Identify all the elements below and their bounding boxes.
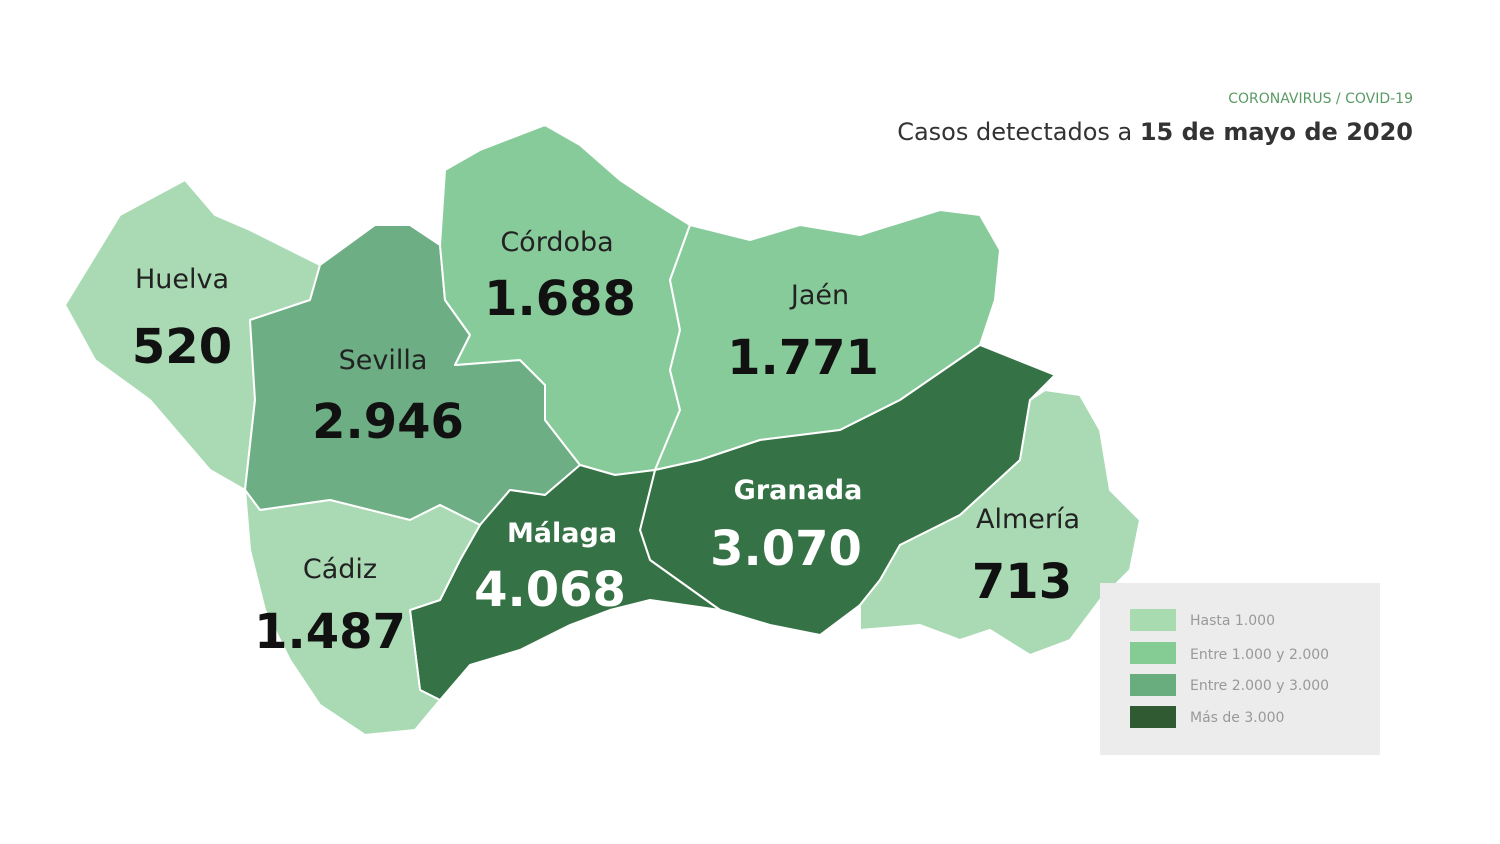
province-label: Granada 3.070 (710, 475, 862, 577)
province-value: 2.946 (312, 394, 464, 450)
province-value: 1.487 (254, 604, 406, 660)
legend-label: Más de 3.000 (1190, 710, 1284, 726)
province-label: Cádiz 1.487 (254, 554, 406, 660)
legend-box (1100, 583, 1380, 755)
province-name: Granada (734, 475, 863, 506)
legend-swatch (1130, 642, 1176, 664)
title: Casos detectados a 15 de mayo de 2020 (897, 118, 1413, 146)
legend-label: Entre 1.000 y 2.000 (1190, 647, 1329, 663)
province-label: Sevilla 2.946 (312, 345, 464, 450)
province-value: 713 (972, 554, 1072, 610)
province-value: 1.688 (484, 271, 636, 327)
province-name: Málaga (507, 518, 617, 549)
legend-swatch (1130, 609, 1176, 631)
province-value: 3.070 (710, 521, 862, 577)
province-label: Almería 713 (972, 504, 1080, 610)
province-label: Málaga 4.068 (474, 518, 626, 618)
province-shape (244, 489, 481, 736)
province-value: 1.771 (727, 330, 879, 386)
province-name: Cádiz (303, 554, 377, 585)
province-label: Jaén 1.771 (727, 280, 879, 386)
province-name: Almería (976, 504, 1080, 535)
legend-swatch (1130, 706, 1176, 728)
province-name: Huelva (135, 264, 229, 295)
province-name: Sevilla (339, 345, 428, 376)
legend: Hasta 1.000 Entre 1.000 y 2.000 Entre 2.… (1100, 583, 1380, 755)
map: Huelva 520 Sevilla 2.946 Córdoba 1.688 Jaén… (64, 124, 1141, 736)
province-value: 520 (132, 319, 232, 375)
province-name: Córdoba (500, 227, 613, 258)
legend-label: Hasta 1.000 (1190, 613, 1275, 629)
title-date: 15 de mayo de 2020 (1140, 118, 1413, 146)
province-name: Jaén (789, 280, 849, 311)
legend-swatch (1130, 674, 1176, 696)
province-label: Córdoba 1.688 (484, 227, 636, 327)
province-value: 4.068 (474, 562, 626, 618)
kicker: CORONAVIRUS / COVID-19 (1228, 91, 1413, 107)
province-label: Huelva 520 (132, 264, 232, 375)
title-lead: Casos detectados a (897, 118, 1140, 146)
legend-label: Entre 2.000 y 3.000 (1190, 678, 1329, 694)
province-shape (859, 389, 1141, 656)
